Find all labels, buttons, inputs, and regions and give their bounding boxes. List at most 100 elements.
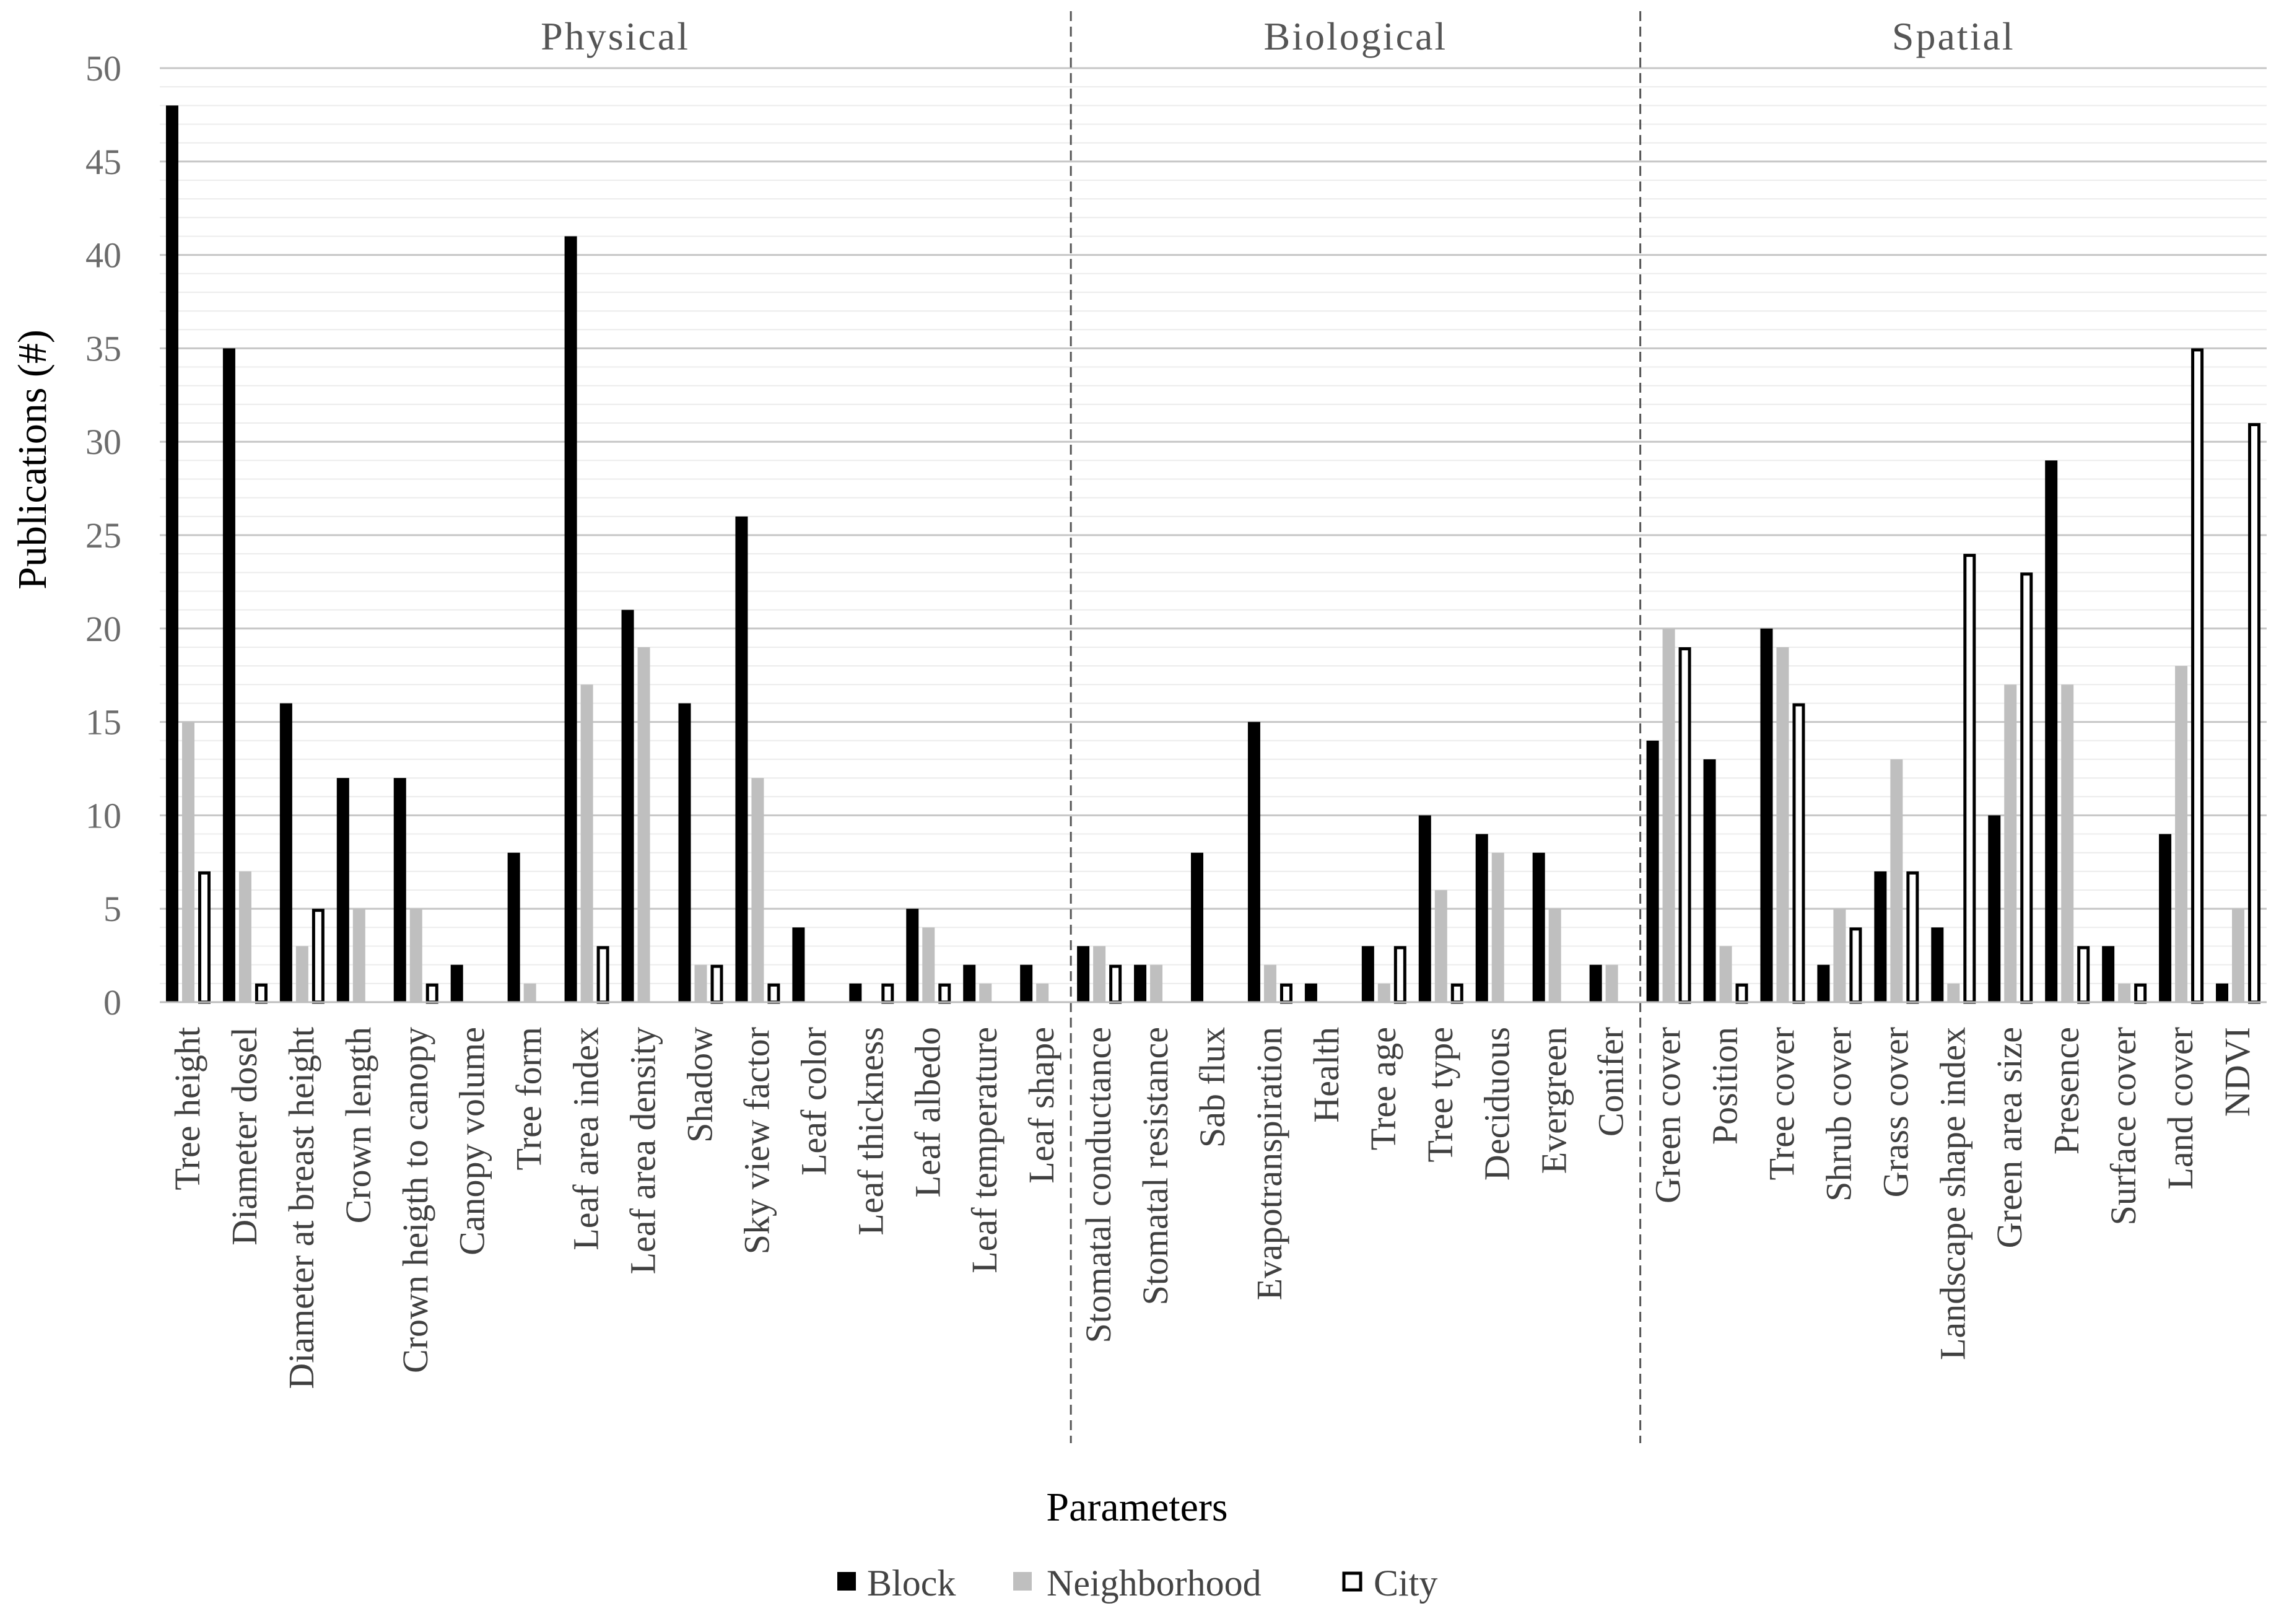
bar-neighborhood-diameter-dosel bbox=[238, 871, 251, 1002]
legend-swatch-block bbox=[837, 1572, 856, 1591]
bar-block-crown-heigth-to-canopy bbox=[393, 778, 406, 1002]
x-category-label: Leaf color bbox=[793, 1027, 834, 1176]
group-labels: Physical Biological Spatial bbox=[541, 14, 2015, 58]
bar-city-grass-cover bbox=[1906, 871, 1919, 1004]
bar-neighborhood-deciduous bbox=[1491, 852, 1504, 1002]
bar-neighborhood-landscape-shape-index bbox=[1947, 983, 1960, 1002]
bar-block-leaf-color bbox=[792, 927, 805, 1002]
bar-neighborhood-diameter-at-breast-height bbox=[295, 946, 308, 1002]
bar-block-sab-flux bbox=[1191, 852, 1203, 1002]
x-category-label: Leaf area index bbox=[566, 1027, 606, 1251]
x-category-label: Evergreen bbox=[1534, 1027, 1574, 1174]
bar-city-evapotranspiration bbox=[1279, 983, 1292, 1004]
x-category-label: Conifer bbox=[1591, 1027, 1631, 1137]
bar-neighborhood-stomatal-resistance bbox=[1150, 964, 1163, 1002]
x-category-label: Leaf temperature bbox=[964, 1027, 1005, 1273]
bar-neighborhood-position bbox=[1719, 946, 1732, 1002]
bar-block-surface-cover bbox=[2102, 946, 2115, 1002]
x-category-label: Leaf area density bbox=[623, 1027, 663, 1274]
bar-block-shadow bbox=[678, 703, 691, 1002]
y-tick-label: 0 bbox=[103, 982, 121, 1023]
bar-city-presence bbox=[2077, 946, 2090, 1004]
bar-block-landscape-shape-index bbox=[1931, 927, 1944, 1002]
bar-city-landscape-shape-index bbox=[1963, 554, 1976, 1004]
bar-block-tree-height bbox=[165, 105, 178, 1002]
bar-neighborhood-land-cover bbox=[2175, 666, 2188, 1002]
x-category-label: Sab flux bbox=[1192, 1027, 1232, 1148]
bar-city-tree-height bbox=[198, 871, 211, 1004]
x-category-label: Leaf albedo bbox=[907, 1027, 948, 1197]
x-category-label: Tree height bbox=[167, 1027, 207, 1190]
bar-city-tree-cover bbox=[1792, 703, 1805, 1004]
bar-neighborhood-ndvi bbox=[2232, 909, 2245, 1002]
x-category-label: Surface cover bbox=[2103, 1027, 2143, 1225]
x-category-label: Deciduous bbox=[1477, 1027, 1517, 1181]
bar-block-sky-view-factor bbox=[735, 516, 748, 1002]
y-axis-ticks: 0 5 10 15 20 25 30 35 40 45 50 bbox=[85, 48, 121, 1023]
bar-neighborhood-leaf-albedo bbox=[922, 927, 935, 1002]
bar-city-shrub-cover bbox=[1849, 927, 1862, 1004]
x-category-label: Canopy volume bbox=[452, 1027, 492, 1255]
y-tick-label: 50 bbox=[85, 48, 121, 89]
bar-block-leaf-area-density bbox=[621, 609, 634, 1002]
x-category-label: Stomatal conductance bbox=[1078, 1027, 1118, 1343]
bar-neighborhood-sky-view-factor bbox=[751, 778, 764, 1002]
legend-label-block: Block bbox=[867, 1563, 956, 1604]
bar-neighborhood-green-area-size bbox=[2004, 684, 2017, 1002]
bar-block-diameter-at-breast-height bbox=[279, 703, 292, 1002]
bar-neighborhood-leaf-shape bbox=[1036, 983, 1049, 1002]
bar-neighborhood-crown-length bbox=[352, 909, 365, 1002]
group-label: Biological bbox=[1264, 14, 1448, 58]
bar-city-shadow bbox=[710, 964, 723, 1004]
legend: Block Neighborhood City bbox=[837, 1563, 1437, 1604]
x-category-label: Tree type bbox=[1420, 1027, 1460, 1163]
bar-block-tree-cover bbox=[1760, 628, 1773, 1002]
bar-city-crown-heigth-to-canopy bbox=[425, 983, 438, 1004]
y-tick-label: 40 bbox=[85, 235, 121, 276]
bar-city-sky-view-factor bbox=[767, 983, 780, 1004]
x-category-label: Health bbox=[1306, 1027, 1346, 1123]
bar-neighborhood-grass-cover bbox=[1890, 759, 1903, 1002]
bar-city-diameter-dosel bbox=[255, 983, 268, 1004]
bar-city-position bbox=[1735, 983, 1748, 1004]
bar-block-health bbox=[1304, 983, 1317, 1002]
x-category-label: Grass cover bbox=[1875, 1027, 1916, 1197]
bar-neighborhood-stomatal-conductance bbox=[1093, 946, 1106, 1002]
bar-block-stomatal-resistance bbox=[1134, 964, 1147, 1002]
bar-neighborhood-evergreen bbox=[1548, 909, 1561, 1002]
bar-neighborhood-leaf-temperature bbox=[979, 983, 992, 1002]
bar-city-diameter-at-breast-height bbox=[312, 909, 325, 1004]
bar-block-land-cover bbox=[2159, 834, 2172, 1002]
x-category-label: Tree form bbox=[509, 1027, 549, 1170]
x-category-label: Shadow bbox=[679, 1027, 720, 1143]
bar-city-surface-cover bbox=[2134, 983, 2147, 1004]
x-category-label: Green cover bbox=[1648, 1027, 1688, 1203]
x-category-label: Tree age bbox=[1363, 1027, 1403, 1150]
bar-neighborhood-conifer bbox=[1605, 964, 1618, 1002]
bar-city-tree-age bbox=[1393, 946, 1406, 1004]
bar-block-deciduous bbox=[1475, 834, 1488, 1002]
y-tick-label: 25 bbox=[85, 515, 121, 556]
bar-block-conifer bbox=[1589, 964, 1602, 1002]
group-label: Spatial bbox=[1892, 14, 2015, 58]
bar-block-leaf-shape bbox=[1020, 964, 1033, 1002]
x-category-label: Leaf thickness bbox=[850, 1027, 891, 1236]
bar-neighborhood-leaf-area-index bbox=[580, 684, 593, 1002]
x-category-label: Land cover bbox=[2160, 1027, 2200, 1189]
bar-city-green-cover bbox=[1678, 647, 1691, 1004]
bar-city-leaf-area-index bbox=[596, 946, 609, 1004]
bar-block-position bbox=[1703, 759, 1716, 1002]
bar-neighborhood-tree-age bbox=[1377, 983, 1390, 1002]
y-tick-label: 10 bbox=[85, 795, 121, 836]
bar-city-leaf-albedo bbox=[938, 983, 951, 1004]
x-category-label: Crown heigth to canopy bbox=[395, 1027, 435, 1373]
y-tick-label: 30 bbox=[85, 422, 121, 462]
bar-neighborhood-tree-form bbox=[523, 983, 536, 1002]
bar-block-leaf-area-index bbox=[564, 236, 577, 1003]
bar-neighborhood-leaf-area-density bbox=[637, 647, 650, 1002]
bar-neighborhood-presence bbox=[2061, 684, 2074, 1002]
bar-block-tree-form bbox=[507, 852, 520, 1002]
x-category-label: NDVI bbox=[2217, 1027, 2257, 1117]
y-tick-label: 20 bbox=[85, 609, 121, 649]
y-axis-title: Publications (#) bbox=[10, 330, 55, 590]
